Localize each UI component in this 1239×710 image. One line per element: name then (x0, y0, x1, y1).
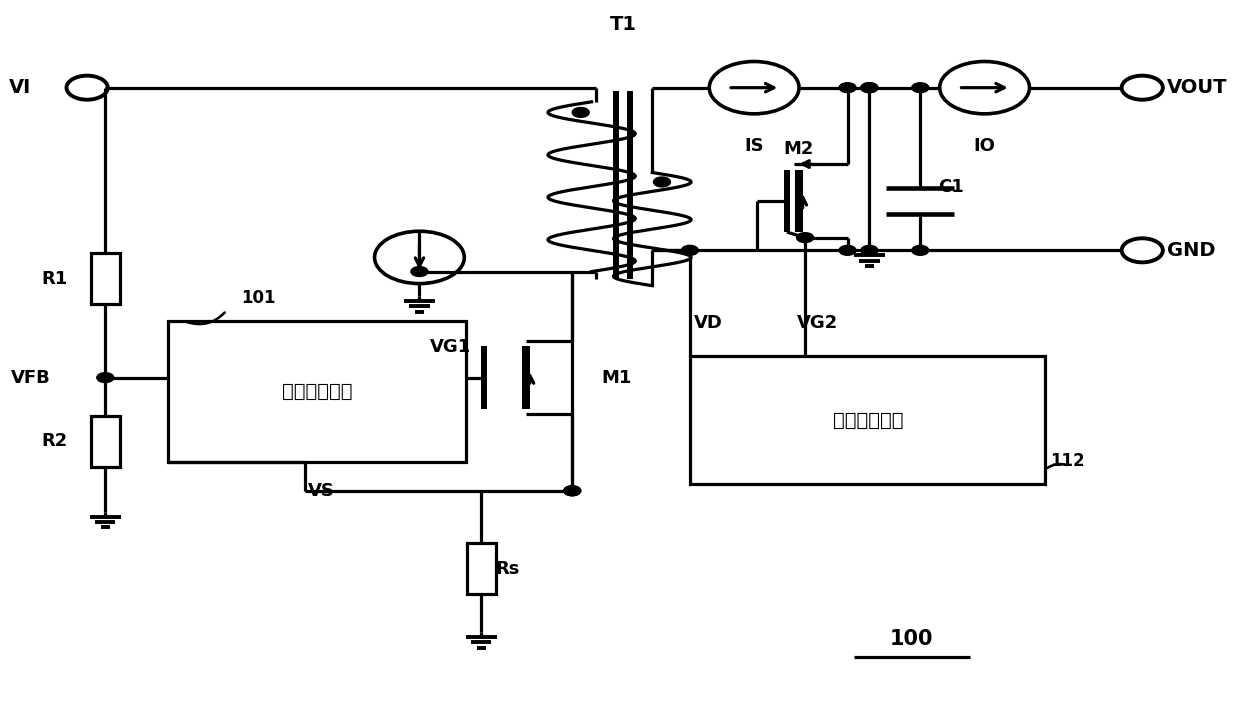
Bar (90, 416, 120, 466)
Text: 原边控制电路: 原边控制电路 (282, 382, 353, 401)
Text: 101: 101 (242, 289, 275, 307)
Text: C1: C1 (938, 178, 964, 196)
Text: GND: GND (1166, 241, 1215, 260)
Text: VI: VI (9, 78, 31, 97)
Circle shape (839, 83, 856, 92)
Circle shape (564, 486, 581, 496)
Circle shape (572, 107, 590, 117)
Circle shape (564, 486, 581, 496)
Circle shape (97, 373, 114, 383)
Circle shape (861, 83, 878, 92)
Bar (467, 543, 496, 594)
Text: T1: T1 (610, 14, 637, 33)
Text: R1: R1 (41, 270, 68, 288)
Text: VG1: VG1 (430, 339, 472, 356)
Text: VS: VS (307, 482, 335, 501)
Text: VD: VD (694, 314, 722, 332)
Text: IO: IO (974, 137, 995, 155)
Circle shape (653, 177, 670, 187)
Circle shape (861, 246, 878, 256)
Text: Rs: Rs (496, 559, 520, 577)
Text: 112: 112 (1051, 452, 1084, 469)
Text: VG2: VG2 (797, 314, 838, 332)
Text: 100: 100 (890, 629, 933, 650)
Circle shape (797, 233, 814, 243)
Bar (690, 356, 1046, 484)
Bar (169, 321, 466, 462)
Text: VFB: VFB (11, 368, 51, 387)
Circle shape (912, 83, 929, 92)
Text: M2: M2 (784, 141, 814, 158)
Circle shape (411, 266, 427, 276)
Bar (90, 253, 120, 304)
Circle shape (861, 83, 878, 92)
Text: R2: R2 (41, 432, 68, 450)
Circle shape (681, 246, 699, 256)
Text: 副边控制电路: 副边控制电路 (833, 410, 903, 430)
Circle shape (912, 246, 929, 256)
Text: M1: M1 (601, 368, 632, 387)
Text: IS: IS (745, 137, 764, 155)
Text: VOUT: VOUT (1166, 78, 1227, 97)
Circle shape (839, 246, 856, 256)
